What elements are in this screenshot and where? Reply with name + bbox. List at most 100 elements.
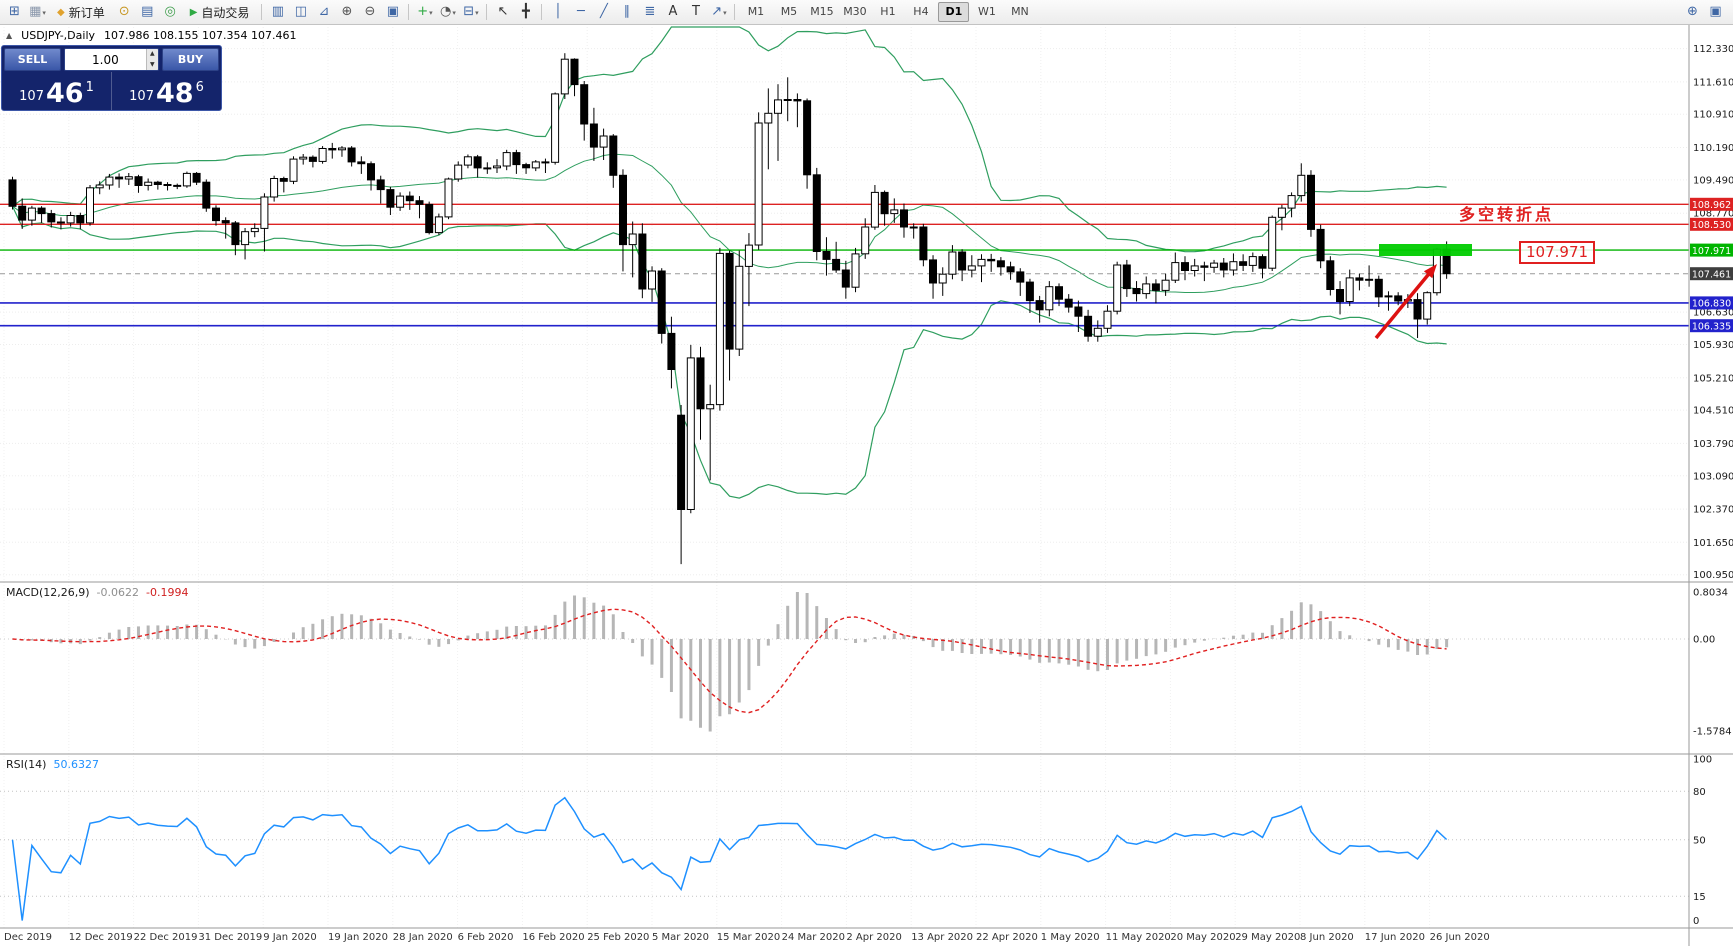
price-tick-label: 105.210	[1693, 373, 1733, 384]
date-axis[interactable]: Dec 2019 12 Dec 2019 22 Dec 2019 31 Dec 201…	[4, 932, 1490, 943]
bollinger-lower	[11, 205, 1447, 499]
date-label: 22 Dec 2019	[134, 932, 198, 943]
ask-big: 48	[155, 78, 194, 110]
buy-button[interactable]: BUY	[162, 48, 219, 71]
bid-pip: 1	[85, 80, 94, 95]
new-order-button[interactable]: ◆ 新订单	[57, 5, 105, 20]
timeframe-button-m5[interactable]: M5	[780, 5, 798, 18]
price-tick-label: 102.370	[1693, 505, 1733, 516]
date-label: 17 Jun 2020	[1365, 932, 1425, 943]
date-label: 12 Dec 2019	[69, 932, 133, 943]
macd-main-value: -0.0622	[96, 586, 140, 599]
text-icon[interactable]: A	[668, 4, 678, 19]
volume-decrease-button[interactable]: ▼	[146, 59, 158, 70]
rsi-scale-label: 80	[1693, 787, 1706, 798]
price-tick-label: 101.650	[1693, 538, 1733, 549]
date-label: 13 Apr 2020	[911, 932, 973, 943]
timeframe-button-d1[interactable]: D1	[938, 2, 970, 22]
timeframe-button-m15[interactable]: M15	[810, 5, 834, 18]
arrows-icon[interactable]: ↗▾	[711, 4, 727, 19]
crosshair-icon[interactable]: ╋	[522, 4, 530, 19]
search-icon[interactable]: ⊕	[1687, 4, 1698, 19]
price-badge	[1690, 217, 1733, 231]
periods-icon[interactable]: ◔▾	[440, 4, 456, 19]
trend-arrow[interactable]	[1374, 269, 1434, 340]
timeframe-button-mn[interactable]: MN	[1011, 5, 1029, 18]
price-badge-label: 108.962	[1692, 200, 1731, 211]
price-badge-label: 106.335	[1692, 322, 1731, 333]
date-label: 11 May 2020	[1106, 932, 1171, 943]
ask-price-display[interactable]: 107 48 6	[111, 72, 221, 110]
volume-input[interactable]	[65, 49, 146, 70]
new-chart-icon[interactable]: ⊞	[9, 4, 20, 19]
windows-icon[interactable]: ▣	[1709, 4, 1722, 19]
date-label: 8 Jun 2020	[1300, 932, 1354, 943]
price-badge	[1690, 296, 1733, 310]
toolbar-separator	[408, 4, 410, 20]
trendline-icon[interactable]: ╱	[600, 4, 608, 19]
price-badge-label: 107.461	[1692, 269, 1731, 280]
data-window-icon[interactable]: ▤	[141, 4, 154, 19]
macd-axis[interactable]: 0.8034 0.00 -1.5784	[1693, 588, 1732, 738]
autotrading-button[interactable]: ▶ 自动交易	[189, 5, 250, 20]
rsi-scale-label: 0	[1693, 916, 1699, 927]
zoom-out-icon[interactable]: ⊖	[364, 4, 376, 19]
profiles-icon[interactable]: ▦▾	[29, 4, 46, 19]
indicators-icon[interactable]: +▾	[417, 4, 433, 19]
market-watch-icon[interactable]: ⊙	[118, 4, 130, 19]
main-toolbar: ⊞ ▦▾ ◆ 新订单 ⊙ ▤ ◎ ▶ 自动交易 ▥ ◫ ⊿ ⊕ ⊖ ▣ +▾ ◔▾ ⊟▾ ↖ ╋ │ ─ ╱ ∥ ≣ A T ↗▾ M…	[0, 0, 1733, 25]
navigator-icon[interactable]: ◎	[164, 4, 176, 19]
line-chart-icon[interactable]: ⊿	[318, 4, 330, 19]
candlestick-chart-icon[interactable]: ◫	[294, 4, 308, 19]
date-label: 1 May 2020	[1041, 932, 1100, 943]
cursor-icon[interactable]: ↖	[497, 4, 509, 19]
sell-button[interactable]: SELL	[4, 48, 61, 71]
vertical-line-icon[interactable]: │	[554, 4, 562, 19]
macd-indicator-label: MACD(12,26,9) -0.0622 -0.1994	[6, 586, 188, 599]
toolbar-separator	[734, 4, 736, 20]
grid	[0, 24, 1689, 928]
date-label: 15 Mar 2020	[717, 932, 780, 943]
timeframe-toolbar: M1 M5 M15 M30 H1 H4 D1 W1 MN	[739, 2, 1036, 22]
resistance-rectangle[interactable]	[1379, 244, 1472, 256]
one-click-toggle[interactable]: ▲	[6, 31, 13, 40]
rsi-axis[interactable]: 100 80 50 15 0	[1693, 755, 1712, 928]
zoom-in-icon[interactable]: ⊕	[341, 4, 353, 19]
horizontal-line-icon[interactable]: ─	[577, 4, 585, 19]
tile-windows-icon[interactable]: ▣	[386, 4, 400, 19]
macd-histogram	[20, 592, 1449, 732]
price-tick-label: 108.770	[1693, 209, 1733, 220]
bid-price-display[interactable]: 107 46 1	[2, 72, 111, 110]
channel-icon[interactable]: ∥	[623, 4, 631, 19]
bar-chart-icon[interactable]: ▥	[271, 4, 285, 19]
candlesticks	[8, 53, 1451, 565]
timeframe-button-w1[interactable]: W1	[978, 5, 996, 18]
timeframe-button-m30[interactable]: M30	[843, 5, 867, 18]
rsi-line	[11, 796, 1448, 921]
volume-increase-button[interactable]: ▲	[146, 49, 158, 60]
price-badge-label: 106.830	[1692, 299, 1731, 310]
toolbar-right-icons: ⊕ ▣	[1681, 1, 1733, 23]
fibonacci-icon[interactable]: ≣	[644, 4, 656, 19]
price-axis[interactable]: 112.330 111.610 110.910 110.190 109.490 108.7…	[1690, 44, 1733, 581]
text-label-icon[interactable]: T	[691, 4, 700, 19]
timeframe-button-h4[interactable]: H4	[913, 5, 929, 18]
price-badge	[1690, 267, 1733, 281]
trend-arrow-head	[1423, 264, 1437, 279]
rsi-value: 50.6327	[53, 758, 99, 771]
chevron-down-icon: ▾	[42, 9, 46, 17]
price-tick-label: 103.090	[1693, 471, 1733, 482]
timeframe-button-m1[interactable]: M1	[747, 5, 765, 18]
price-target-label[interactable]: 107.971	[1519, 241, 1596, 264]
turning-point-annotation[interactable]: 多空转折点	[1459, 205, 1555, 224]
macd-scale-top: 0.8034	[1693, 588, 1728, 599]
price-badge	[1690, 319, 1733, 333]
date-label: 9 Jan 2020	[263, 932, 317, 943]
price-badge	[1690, 197, 1733, 211]
toolbar-items: ⊞ ▦▾ ◆ 新订单 ⊙ ▤ ◎ ▶ 自动交易 ▥ ◫ ⊿ ⊕ ⊖ ▣ +▾ ◔▾ ⊟▾ ↖ ╋ │ ─ ╱ ∥ ≣ A T ↗▾	[3, 1, 739, 23]
timeframe-button-h1[interactable]: H1	[880, 5, 896, 18]
date-label: 20 May 2020	[1170, 932, 1235, 943]
templates-icon[interactable]: ⊟▾	[463, 4, 479, 19]
